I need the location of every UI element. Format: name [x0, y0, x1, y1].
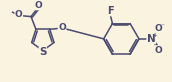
Text: F: F [107, 6, 113, 16]
Text: ⁻: ⁻ [160, 21, 164, 30]
Text: O: O [155, 24, 162, 33]
Text: +: + [152, 33, 157, 38]
Text: O: O [155, 46, 162, 55]
Text: O: O [35, 1, 43, 10]
Text: N: N [147, 34, 156, 44]
Text: S: S [39, 47, 47, 57]
Text: O: O [58, 23, 66, 32]
Text: O: O [15, 10, 23, 19]
